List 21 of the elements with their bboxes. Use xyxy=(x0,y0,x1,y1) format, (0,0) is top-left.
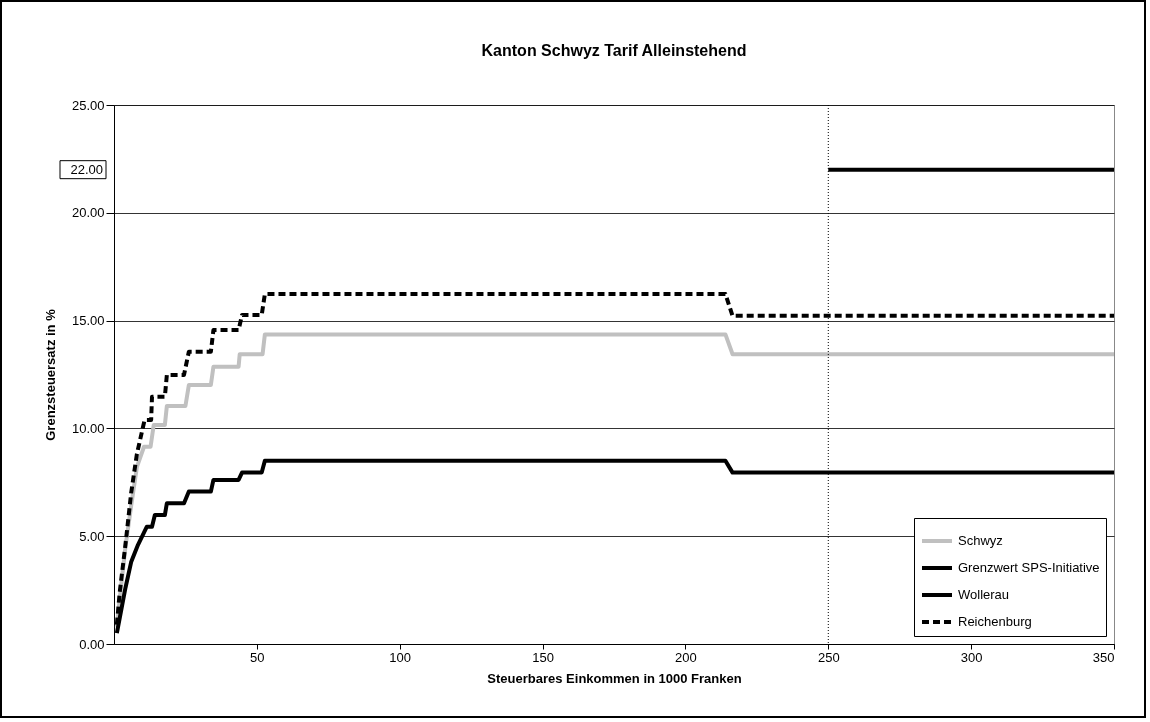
x-axis-title: Steuerbares Einkommen in 1000 Franken xyxy=(487,670,742,686)
y-tick-label: 25.00 xyxy=(71,97,105,113)
y-tick-label: 0.00 xyxy=(79,636,105,652)
x-tick-label: 100 xyxy=(389,649,412,665)
text: 22.00 xyxy=(70,161,103,177)
x-tick-label: 350 xyxy=(1092,649,1115,665)
y-tick-label: 15.00 xyxy=(71,313,105,329)
x-tick-label: 200 xyxy=(675,649,697,665)
x-tick-label: 50 xyxy=(250,649,265,665)
legend-label: Grenzwert SPS-Initiative xyxy=(958,560,1100,575)
y-tick-label: 20.00 xyxy=(71,205,105,221)
chart-title: Kanton Schwyz Tarif Alleinstehend xyxy=(481,42,747,59)
y-tick-label: 10.00 xyxy=(71,420,105,436)
legend-label: Schwyz xyxy=(958,533,1003,548)
x-tick-label: 250 xyxy=(817,649,840,665)
y-tick-label: 5.00 xyxy=(79,528,105,544)
x-tick-label: 150 xyxy=(532,649,554,665)
legend-label: Reichenburg xyxy=(958,614,1032,629)
legend-label: Wollerau xyxy=(958,587,1010,602)
x-tick-label: 300 xyxy=(960,649,983,665)
y-axis-title: Grenzsteuersatz in % xyxy=(42,308,58,441)
